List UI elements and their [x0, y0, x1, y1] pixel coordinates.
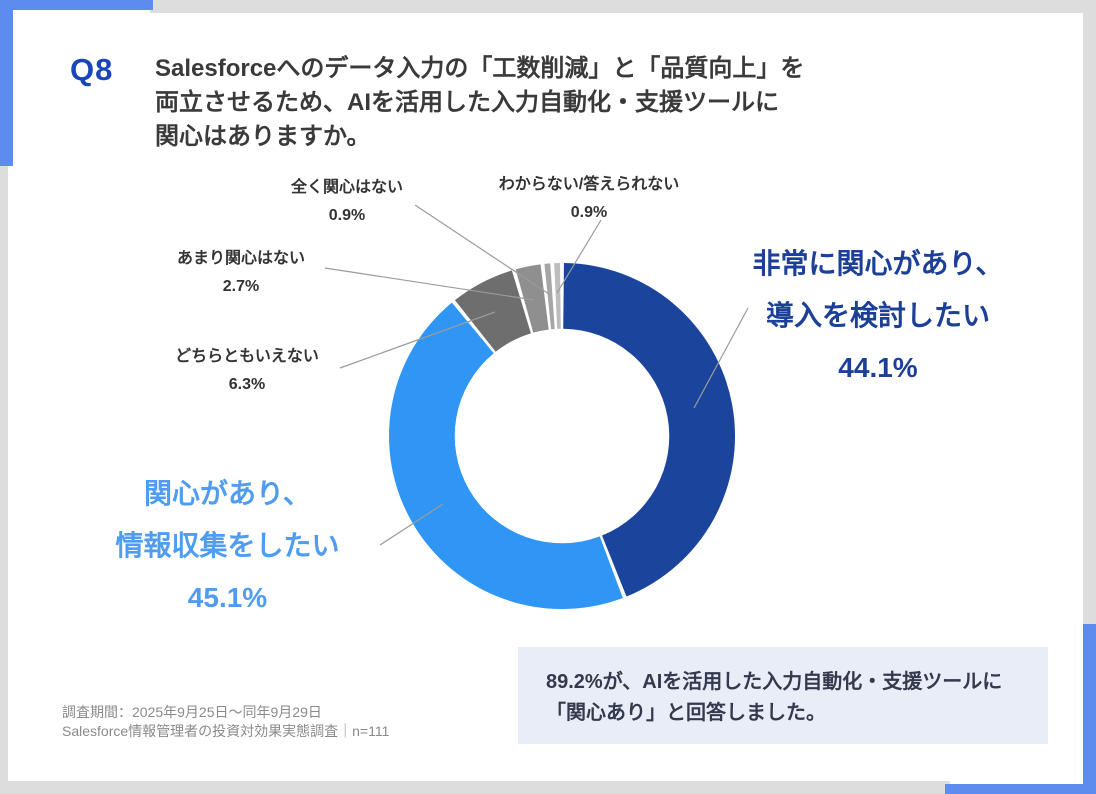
donut-slice-5 — [554, 263, 561, 329]
leader-line-very-interested — [693, 307, 749, 409]
summary-callout: 89.2%が、AIを活用した入力自動化・支援ツールに 「関心あり」と回答しました… — [518, 647, 1048, 744]
donut-slice-4 — [544, 263, 555, 330]
slice-label-very-interested-line1: 非常に関心があり、 — [752, 248, 1004, 279]
leader-line-unknown — [556, 219, 602, 294]
donut-slice-0 — [563, 263, 736, 597]
slice-label-unknown-text: わからない/答えられない — [498, 176, 680, 193]
leader-line-not-at-all — [414, 204, 550, 295]
slice-label-very-interested-pct: 44.1% — [838, 352, 918, 383]
slice-label-very-interested: 非常に関心があり、 導入を検討したい 44.1% — [708, 238, 1048, 394]
slice-label-interested-line1: 関心があり、 — [144, 478, 311, 509]
slice-label-interested-line2: 情報収集をしたい — [115, 530, 340, 561]
question-title: Salesforceへのデータ入力の「工数削減」と「品質向上」を 両立させるため… — [155, 52, 915, 154]
slice-label-not-much-text: あまり関心はない — [176, 250, 305, 267]
accent-bar-bottom-right-horizontal — [945, 784, 1096, 794]
survey-footnote: 調査期間：2025年9月25日～同年9月29日 Salesforce情報管理者の… — [62, 703, 389, 741]
leader-line-neutral — [339, 311, 496, 369]
leader-lines — [324, 204, 749, 546]
slice-label-unknown: わからない/答えられない 0.9% — [465, 171, 713, 227]
question-title-line-1: Salesforceへのデータ入力の「工数削減」と「品質向上」を — [155, 55, 805, 82]
donut-slice-1 — [389, 302, 623, 609]
slice-label-unknown-pct: 0.9% — [570, 204, 608, 221]
frame-border-right — [1083, 0, 1096, 632]
slice-label-not-at-all: 全く関心はない 0.9% — [247, 174, 447, 230]
frame-border-top — [150, 0, 1096, 13]
slice-label-neutral-text: どちらともいえない — [175, 348, 319, 365]
slice-label-not-at-all-pct: 0.9% — [328, 207, 366, 224]
slice-label-not-at-all-text: 全く関心はない — [290, 179, 403, 196]
slice-label-very-interested-line2: 導入を検討したい — [765, 300, 990, 331]
frame-border-bottom — [0, 781, 950, 794]
accent-bar-bottom-right-vertical — [1083, 624, 1096, 794]
donut-slice-3 — [515, 264, 549, 333]
donut-segments — [389, 263, 736, 609]
summary-callout-line1: 89.2%が、AIを活用した入力自動化・支援ツールに — [546, 671, 1003, 693]
slice-label-neutral: どちらともいえない 6.3% — [141, 343, 353, 399]
summary-callout-line2: 「関心あり」と回答しました。 — [546, 702, 826, 724]
slice-label-interested: 関心があり、 情報収集をしたい 45.1% — [75, 468, 380, 624]
survey-period: 調査期間：2025年9月25日～同年9月29日 — [62, 704, 322, 720]
slice-label-not-much: あまり関心はない 2.7% — [141, 245, 341, 301]
leader-line-not-much — [324, 267, 535, 301]
question-number: Q8 — [70, 52, 114, 87]
slice-label-not-much-pct: 2.7% — [222, 278, 260, 295]
frame-border-left — [0, 160, 8, 794]
question-title-line-2: 両立させるため、AIを活用した入力自動化・支援ツールに — [155, 89, 779, 116]
slice-label-neutral-pct: 6.3% — [228, 376, 266, 393]
leader-line-interested — [379, 503, 444, 546]
slice-label-interested-pct: 45.1% — [187, 582, 268, 613]
accent-bar-top-left-vertical — [0, 0, 13, 166]
question-title-line-3: 関心はありますか。 — [155, 123, 371, 150]
accent-bar-top-left-horizontal — [0, 0, 153, 10]
survey-source: Salesforce情報管理者の投資対効果実態調査｜n=111 — [62, 723, 390, 739]
